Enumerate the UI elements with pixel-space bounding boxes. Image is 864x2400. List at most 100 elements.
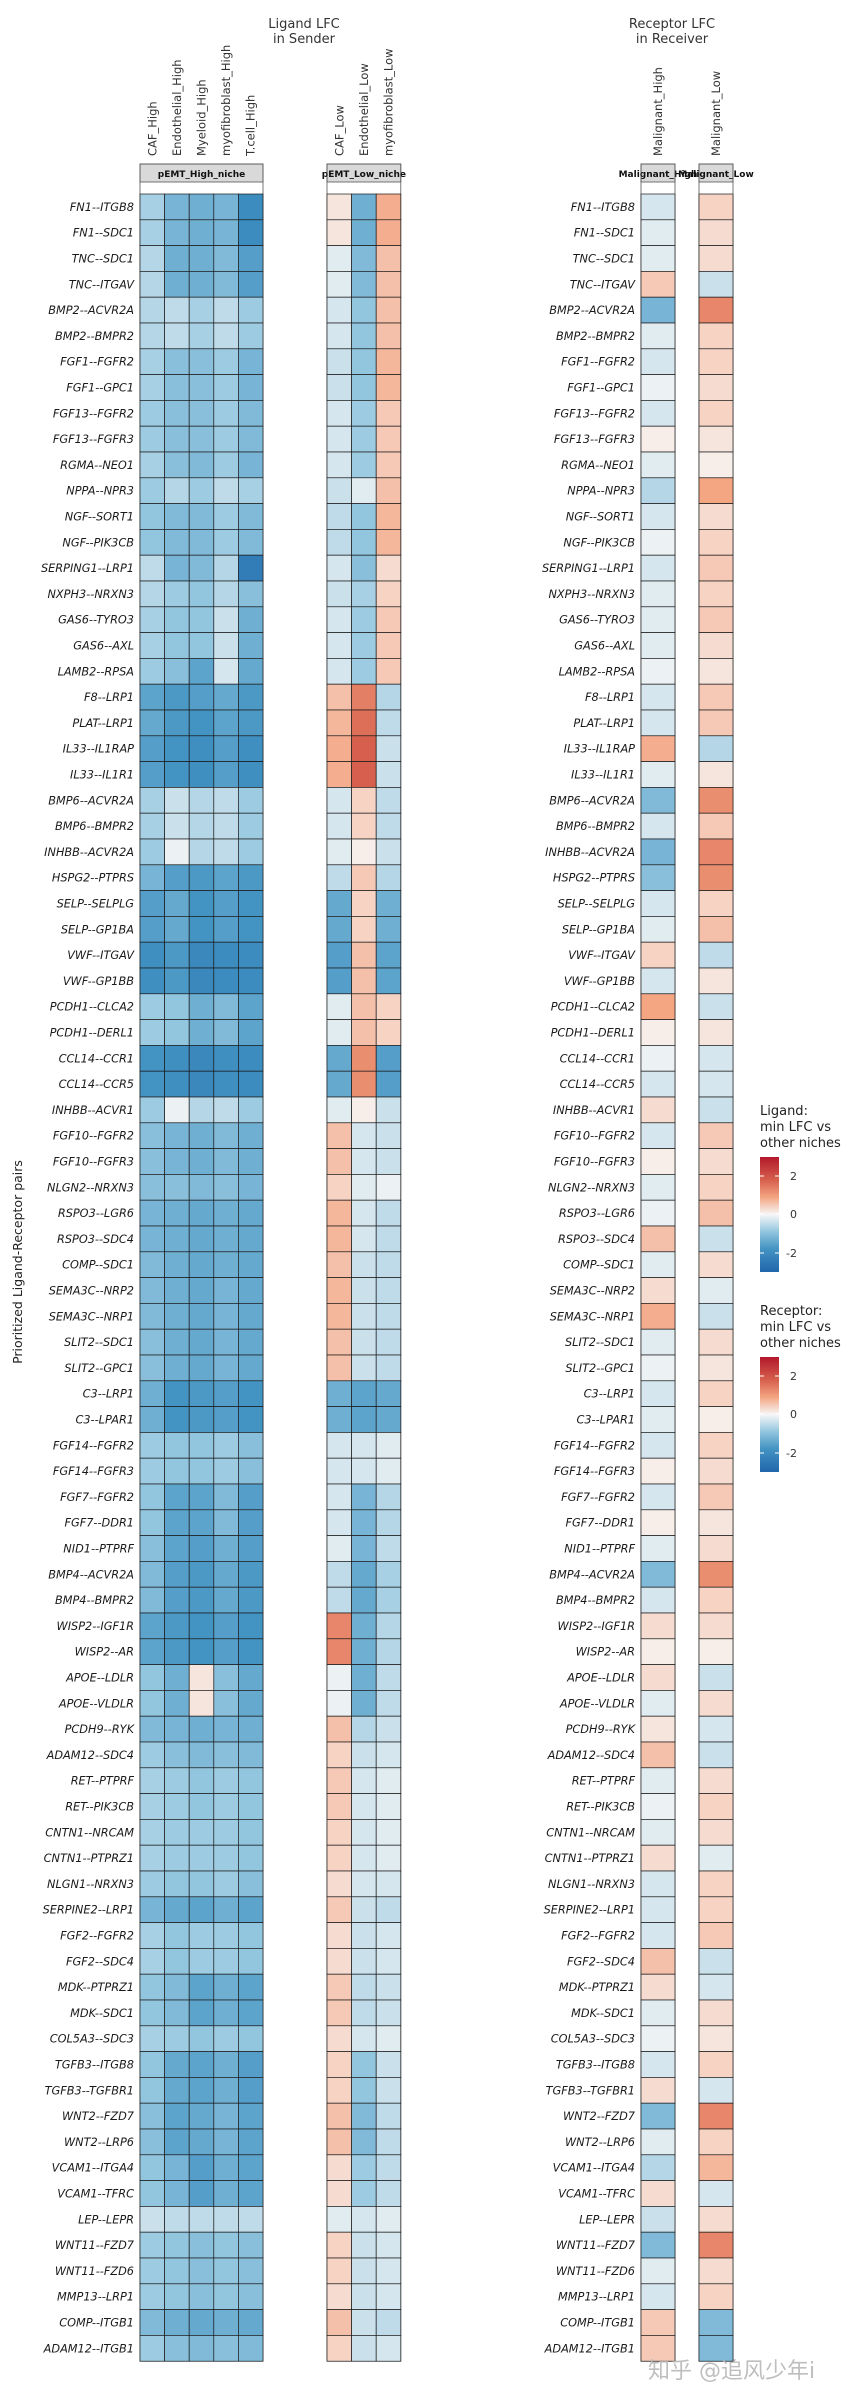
ligand-cell-col5a3-sdc3-endothelial-high	[164, 2025, 190, 2052]
ligand-cell-cntn1-ptprz1-caf-low	[326, 1844, 352, 1872]
receptor-cell-gas6-tyro3-malignant-high	[640, 606, 676, 633]
column-label-myeloid-high: Myeloid_High	[195, 79, 209, 156]
ligand-cell-fgf13-fgfr3-endothelial-low	[351, 425, 377, 453]
receptor-cell-fn1-itgb8-malignant-high	[640, 193, 676, 221]
ligand-cell-pcdh1-clca2-t-cell-high	[238, 993, 264, 1020]
receptor-cell-col5a3-sdc3-malignant-high	[640, 2025, 676, 2052]
row-label-receptor-nlgn2-nrxn3: NLGN2--NRXN3	[548, 1181, 635, 1194]
row-label-ligand-mdk-sdc1: MDK--SDC1	[70, 2007, 134, 2020]
receptor-cell-hspg2-ptprs-malignant-low	[698, 864, 734, 891]
receptor-cell-lep-lepr-malignant-low	[698, 2206, 734, 2233]
row-label-receptor-wisp2-igf1r: WISP2--IGF1R	[558, 1620, 635, 1633]
row-label-receptor-sema3c-nrp1: SEMA3C--NRP1	[550, 1310, 635, 1323]
ligand-cell-lamb2-rpsa-caf-low	[326, 658, 352, 685]
row-label-receptor-slit2-gpc1: SLIT2--GPC1	[565, 1362, 635, 1375]
ligand-cell-inhbb-acvr1-caf-high	[139, 1096, 165, 1124]
ligand-cell-adam12-sdc4-t-cell-high	[238, 1741, 264, 1769]
ligand-cell-fgf13-fgfr2-endothelial-high	[164, 400, 190, 427]
receptor-cell-il33-il1r1-malignant-low	[698, 761, 734, 788]
ligand-cell-vwf-gp1bb-caf-low	[326, 967, 352, 995]
ligand-cell-slit2-gpc1-endothelial-high	[164, 1354, 190, 1382]
receptor-cell-apoe-ldlr-malignant-low	[698, 1664, 734, 1691]
ligand-cell-adam12-sdc4-myofibroblast-low	[375, 1741, 402, 1769]
ligand-cell-mmp13-lrp1-caf-high	[139, 2283, 165, 2310]
ligand-cell-wnt11-fzd6-endothelial-high	[164, 2257, 190, 2285]
ligand-cell-pcdh1-derl1-endothelial-low	[351, 1019, 377, 1046]
ligand-cell-vcam1-tfrc-myofibroblast-high	[213, 2180, 239, 2207]
ligand-cell-tnc-itgav-caf-low	[326, 271, 352, 298]
ligand-cell-ccl14-ccr1-caf-high	[139, 1045, 165, 1072]
ligand-cell-bmp2-bmpr2-caf-high	[139, 322, 165, 350]
ligand-cell-c3-lrp1-caf-high	[139, 1380, 165, 1407]
ligand-cell-bmp6-bmpr2-myofibroblast-low	[375, 812, 402, 840]
ligand-cell-f8-lrp1-caf-high	[139, 683, 165, 711]
row-label-receptor-il33-il1rap: IL33--IL1RAP	[564, 743, 636, 756]
ligand-cell-rspo3-lgr6-endothelial-low	[351, 1199, 377, 1227]
ligand-cell-lamb2-rpsa-caf-high	[139, 658, 165, 685]
ligand-cell-pcdh9-ryk-t-cell-high	[238, 1715, 264, 1743]
ligand-cell-nid1-ptprf-caf-low	[326, 1535, 352, 1562]
ligand-cell-fgf10-fgfr2-myofibroblast-low	[375, 1122, 402, 1149]
receptor-cell-fgf7-fgfr2-malignant-low	[698, 1483, 734, 1511]
ligand-cell-bmp4-acvr2a-myofibroblast-low	[375, 1561, 402, 1588]
ligand-cell-fgf13-fgfr3-myofibroblast-low	[375, 425, 402, 453]
ligand-cell-slit2-gpc1-caf-low	[326, 1354, 352, 1382]
receptor-cell-bmp6-acvr2a-malignant-low	[698, 787, 734, 814]
ligand-cell-comp-sdc1-caf-low	[326, 1251, 352, 1278]
ligand-cell-fgf2-fgfr2-myeloid-high	[188, 1922, 215, 1949]
row-label-receptor-nlgn1-nrxn3: NLGN1--NRXN3	[548, 1878, 635, 1891]
receptor-cell-lep-lepr-malignant-high	[640, 2206, 676, 2233]
ligand-cell-bmp6-bmpr2-endothelial-low	[351, 812, 377, 840]
ligand-cell-bmp6-acvr2a-myofibroblast-high	[213, 787, 239, 814]
ligand-cell-gas6-tyro3-endothelial-high	[164, 606, 190, 633]
ligand-cell-ret-pik3cb-myofibroblast-low	[375, 1793, 402, 1820]
ligand-cell-inhbb-acvr1-caf-low	[326, 1096, 352, 1124]
row-label-ligand-apoe-vldlr: APOE--VLDLR	[58, 1697, 134, 1710]
ligand-cell-nlgn1-nrxn3-myofibroblast-high	[213, 1870, 239, 1898]
ligand-cell-vcam1-tfrc-endothelial-low	[351, 2180, 377, 2207]
row-label-ligand-f8-lrp1: F8--LRP1	[84, 691, 134, 704]
ligand-cell-wnt2-lrp6-caf-low	[326, 2128, 352, 2156]
receptor-cell-nlgn1-nrxn3-malignant-high	[640, 1870, 676, 1898]
ligand-cell-lamb2-rpsa-myofibroblast-low	[375, 658, 402, 685]
ligand-cell-adam12-sdc4-endothelial-low	[351, 1741, 377, 1769]
ligand-cell-vwf-itgav-t-cell-high	[238, 941, 264, 969]
ligand-cell-ngf-sort1-myeloid-high	[188, 503, 215, 530]
ligand-cell-wnt2-lrp6-t-cell-high	[238, 2128, 264, 2156]
ligand-cell-tgfb3-itgb8-endothelial-low	[351, 2051, 377, 2078]
ligand-cell-fgf14-fgfr2-myeloid-high	[188, 1432, 215, 1459]
row-label-receptor-wisp2-ar: WISP2--AR	[576, 1646, 635, 1659]
row-label-ligand-inhbb-acvr2a: INHBB--ACVR2A	[44, 846, 134, 859]
legend-receptor-tick-low: -2	[786, 1447, 797, 1460]
ligand-cell-fgf1-gpc1-caf-low	[326, 374, 352, 401]
row-label-ligand-ccl14-ccr5: CCL14--CCR5	[59, 1078, 134, 1091]
ligand-cell-fn1-sdc1-myeloid-high	[188, 219, 215, 246]
ligand-cell-nlgn1-nrxn3-myeloid-high	[188, 1870, 215, 1898]
ligand-cell-tnc-itgav-t-cell-high	[238, 271, 264, 298]
ligand-cell-vwf-itgav-endothelial-high	[164, 941, 190, 969]
row-label-receptor-serping1-lrp1: SERPING1--LRP1	[542, 562, 635, 575]
ligand-cell-ret-pik3cb-caf-low	[326, 1793, 352, 1820]
ligand-cell-pcdh1-clca2-myofibroblast-low	[375, 993, 402, 1020]
receptor-cell-gas6-axl-malignant-high	[640, 632, 676, 659]
ligand-cell-wnt2-lrp6-myofibroblast-low	[375, 2128, 402, 2156]
receptor-cell-plat-lrp1-malignant-low	[698, 709, 734, 737]
ligand-cell-plat-lrp1-endothelial-low	[351, 709, 377, 737]
ligand-cell-col5a3-sdc3-myeloid-high	[188, 2025, 215, 2052]
ligand-cell-ret-pik3cb-myofibroblast-high	[213, 1793, 239, 1820]
ligand-cell-inhbb-acvr2a-myeloid-high	[188, 838, 215, 866]
ligand-cell-serpine2-lrp1-t-cell-high	[238, 1896, 264, 1923]
ligand-cell-lep-lepr-endothelial-high	[164, 2206, 190, 2233]
row-label-ligand-pcdh9-ryk: PCDH9--RYK	[65, 1723, 136, 1736]
ligand-cell-col5a3-sdc3-caf-low	[326, 2025, 352, 2052]
ligand-cell-nid1-ptprf-endothelial-low	[351, 1535, 377, 1562]
ligand-cell-tgfb3-tgfbr1-myofibroblast-high	[213, 2077, 239, 2104]
ligand-cell-mdk-sdc1-myofibroblast-high	[213, 1999, 239, 2027]
receptor-cell-serpine2-lrp1-malignant-high	[640, 1896, 676, 1923]
ligand-cell-hspg2-ptprs-t-cell-high	[238, 864, 264, 891]
ligand-cell-ret-ptprf-caf-high	[139, 1767, 165, 1794]
receptor-cell-wisp2-igf1r-malignant-low	[698, 1612, 734, 1640]
row-label-ligand-rspo3-sdc4: RSPO3--SDC4	[57, 1233, 134, 1246]
row-label-ligand-fgf7-fgfr2: FGF7--FGFR2	[60, 1491, 134, 1504]
ligand-cell-vwf-gp1bb-myeloid-high	[188, 967, 215, 995]
